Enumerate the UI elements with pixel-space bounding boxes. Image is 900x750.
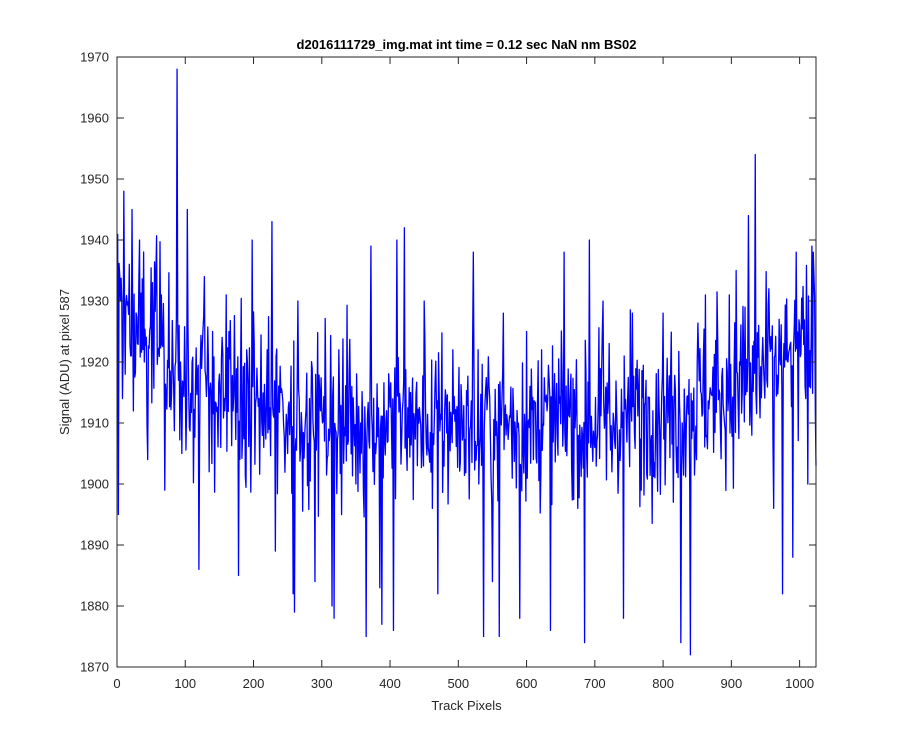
- x-tick-label: 100: [174, 676, 196, 691]
- y-tick-label: 1970: [80, 50, 109, 65]
- y-tick-label: 1890: [80, 538, 109, 553]
- x-axis: 0 100 200 300 400 500 600 700 800 900 1000: [113, 57, 814, 691]
- y-tick-label: 1920: [80, 355, 109, 370]
- y-axis: 1870 1880 1890 1900 1910 1920 1930 1940 1950 1960…: [80, 50, 816, 675]
- series-layer: [117, 68, 817, 656]
- x-tick-label: 700: [584, 676, 606, 691]
- y-tick-label: 1910: [80, 416, 109, 431]
- x-tick-label: 200: [243, 676, 265, 691]
- x-tick-label: 600: [516, 676, 538, 691]
- y-tick-label: 1880: [80, 599, 109, 614]
- series-line: [117, 68, 817, 656]
- x-axis-label: Track Pixels: [431, 698, 502, 713]
- y-tick-label: 1940: [80, 233, 109, 248]
- y-tick-label: 1960: [80, 111, 109, 126]
- y-tick-label: 1900: [80, 477, 109, 492]
- x-tick-label: 1000: [785, 676, 814, 691]
- x-tick-label: 800: [652, 676, 674, 691]
- x-tick-label: 900: [721, 676, 743, 691]
- y-axis-label: Signal (ADU) at pixel 587: [57, 289, 72, 435]
- y-tick-label: 1870: [80, 660, 109, 675]
- x-tick-label: 0: [113, 676, 120, 691]
- x-tick-label: 400: [379, 676, 401, 691]
- x-tick-label: 300: [311, 676, 333, 691]
- y-tick-label: 1950: [80, 172, 109, 187]
- y-tick-label: 1930: [80, 294, 109, 309]
- x-tick-label: 500: [447, 676, 469, 691]
- chart-title: d2016111729_img.mat int time = 0.12 sec …: [297, 37, 637, 52]
